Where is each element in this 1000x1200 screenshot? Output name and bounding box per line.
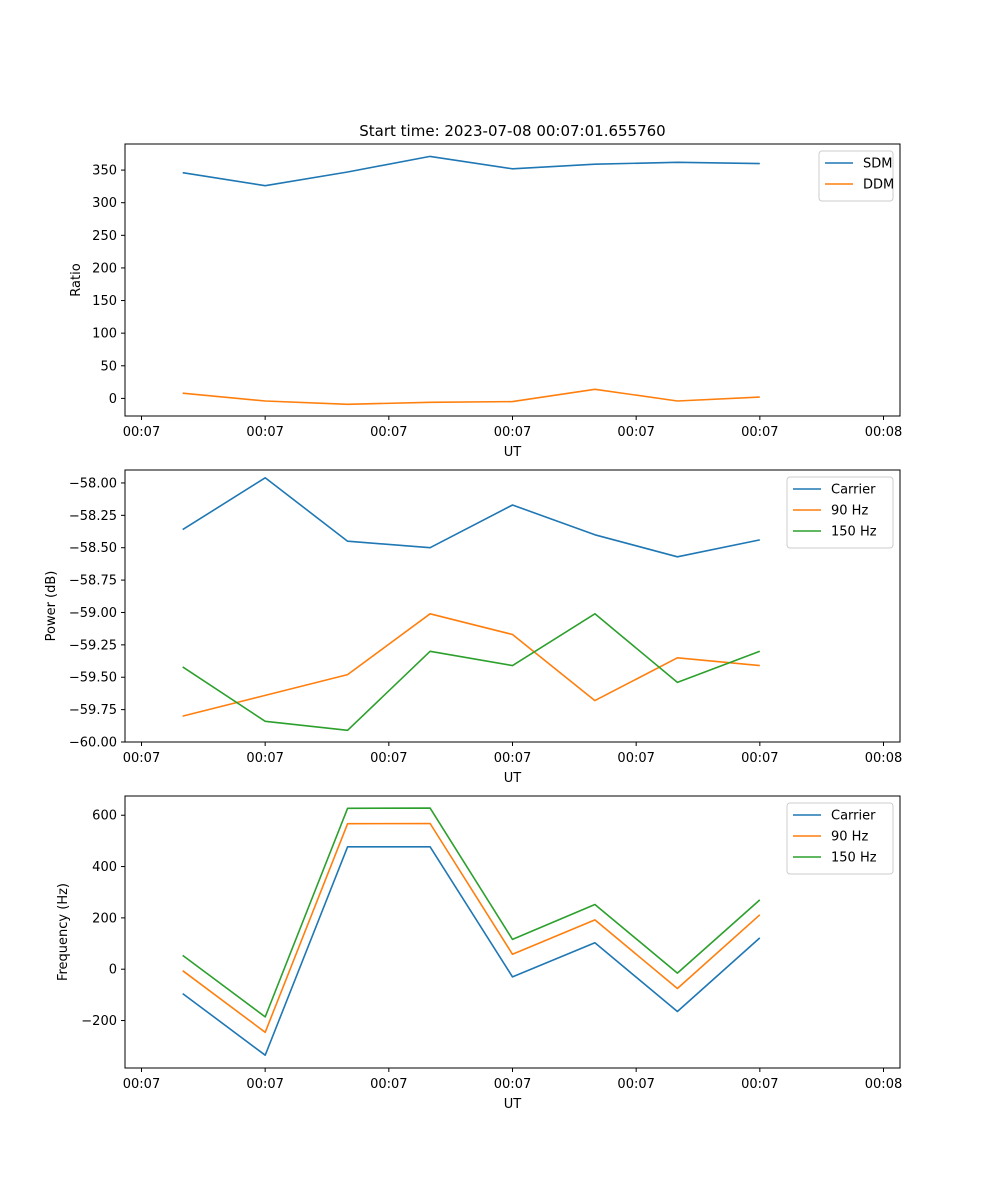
power-x-tick-label: 00:07 [246,751,283,766]
frequency-legend: Carrier 90 Hz 150 Hz [786,802,894,875]
ratio-axes-frame [124,143,901,417]
power-series-carrier-line [182,476,760,558]
power-x-axis-label: UT [504,771,522,786]
power-x-tick-label: 00:07 [494,751,531,766]
power-legend-carrier-label: Carrier [831,483,876,498]
ratio-y-tick-label: 150 [92,294,117,309]
figure-title: Start time: 2023-07-08 00:07:01.655760 [359,122,665,140]
ratio-x-tick-label: 00:08 [865,425,902,440]
ratio-y-tick-label: 200 [92,261,117,276]
frequency-y-tick-label: 0 [109,963,117,978]
subplot-frequency: 00:07 00:07 00:07 00:07 00:07 00:07 00:08 −200 0… [56,795,902,1112]
subplot-power: 00:07 00:07 00:07 00:07 00:07 00:07 00:08 −60.0… [44,469,902,786]
frequency-legend-carrier-label: Carrier [831,809,876,824]
power-x-tick-label: 00:07 [741,751,778,766]
ratio-legend-sdm-label: SDM [863,157,892,172]
ratio-legend: SDM DDM [818,150,894,202]
ratio-y-tick-label: 50 [100,359,117,374]
power-y-tick-label: −60.00 [69,736,117,751]
ratio-y-tick-label: 250 [92,229,117,244]
power-legend-150-hz-label: 150 Hz [831,525,877,540]
ratio-x-tick-label: 00:07 [123,425,160,440]
frequency-series-90-hz-line [182,822,761,1034]
power-x-tick-label: 00:07 [370,751,407,766]
ratio-x-axis-label: UT [504,445,522,460]
power-y-tick-label: −59.00 [69,606,117,621]
power-x-tick-label: 00:07 [617,751,654,766]
power-series-150-hz-line [182,612,761,732]
power-y-axis-label: Power (dB) [44,571,59,642]
power-series-90-hz-line [182,612,760,717]
frequency-legend-150-hz-label: 150 Hz [831,851,877,866]
power-x-tick-label: 00:07 [123,751,160,766]
ratio-x-tick-label: 00:07 [494,425,531,440]
power-legend: Carrier 90 Hz 150 Hz [786,476,894,549]
frequency-x-tick-label: 00:07 [370,1077,407,1092]
frequency-x-tick-label: 00:08 [865,1077,902,1092]
ratio-y-axis-label: Ratio [69,263,84,296]
frequency-y-tick-label: −200 [81,1014,117,1029]
ratio-legend-ddm-label: DDM [863,178,894,193]
ratio-x-tick-label: 00:07 [370,425,407,440]
ratio-x-tick-label: 00:07 [246,425,283,440]
ratio-x-tick-label: 00:07 [741,425,778,440]
frequency-axes-frame [124,795,901,1069]
ratio-series-sdm-line [182,155,760,187]
power-y-tick-label: −58.00 [69,476,117,491]
ratio-series-ddm-line [182,388,760,406]
ratio-y-tick-label: 0 [109,392,117,407]
frequency-x-tick-label: 00:07 [617,1077,654,1092]
power-x-tick-label: 00:08 [865,751,902,766]
ratio-y-tick-label: 350 [92,164,117,179]
power-y-tick-label: −58.25 [69,509,117,524]
frequency-y-tick-label: 600 [92,809,117,824]
power-y-tick-label: −58.50 [69,541,117,556]
power-legend-90-hz-label: 90 Hz [831,504,868,519]
frequency-x-tick-label: 00:07 [123,1077,160,1092]
frequency-y-axis-label: Frequency (Hz) [56,883,71,981]
subplot-ratio: 00:07 00:07 00:07 00:07 00:07 00:07 00:08 0 50 10… [69,143,902,460]
frequency-series-carrier-line [182,845,761,1056]
frequency-x-tick-label: 00:07 [246,1077,283,1092]
frequency-x-tick-label: 00:07 [494,1077,531,1092]
power-y-tick-label: −59.25 [69,638,117,653]
frequency-y-tick-label: 200 [92,911,117,926]
power-y-tick-label: −59.75 [69,703,117,718]
power-axes-frame [124,469,901,743]
frequency-x-axis-label: UT [504,1097,522,1112]
frequency-series-150-hz-line [182,807,761,1018]
frequency-y-tick-label: 400 [92,860,117,875]
frequency-x-tick-label: 00:07 [741,1077,778,1092]
power-y-tick-label: −58.75 [69,574,117,589]
power-y-tick-label: −59.50 [69,671,117,686]
ratio-y-tick-label: 100 [92,327,117,342]
ratio-x-tick-label: 00:07 [617,425,654,440]
ratio-y-tick-label: 300 [92,196,117,211]
frequency-legend-90-hz-label: 90 Hz [831,830,868,845]
